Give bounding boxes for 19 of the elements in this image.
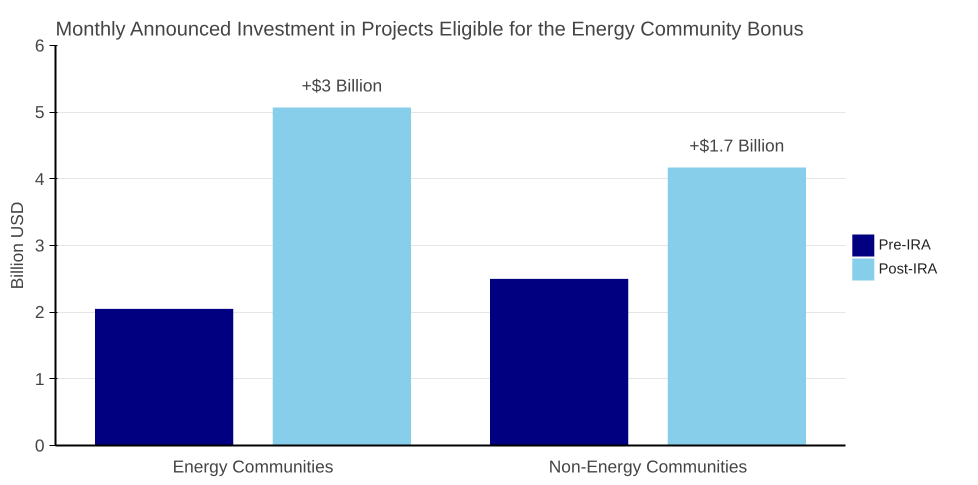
- chart-title: Monthly Announced Investment in Projects Eligible for the Energy Community Bonus: [56, 18, 804, 40]
- x-tick-label: Non-Energy Communities: [548, 456, 748, 476]
- x-tick-label: Energy Communities: [172, 456, 334, 476]
- bar: [668, 168, 806, 446]
- y-tick-label: 4: [34, 168, 45, 189]
- y-tick-label: 2: [34, 302, 45, 322]
- y-tick-label: 3: [34, 236, 45, 256]
- bar: [490, 278, 628, 446]
- legend-label: Pre-IRA: [878, 238, 932, 254]
- y-tick-label: 1: [34, 368, 45, 389]
- annotation: +$3 Billion: [302, 76, 382, 96]
- y-tick-label: 6: [34, 36, 45, 56]
- legend-label: Post-IRA: [878, 262, 938, 278]
- y-tick-label: 5: [34, 102, 45, 122]
- y-tick-label: 0: [34, 436, 45, 456]
- bar: [95, 308, 234, 446]
- annotation: +$1.7 Billion: [689, 136, 784, 156]
- bar: [272, 108, 411, 446]
- y-axis-title: Billion USD: [6, 202, 27, 290]
